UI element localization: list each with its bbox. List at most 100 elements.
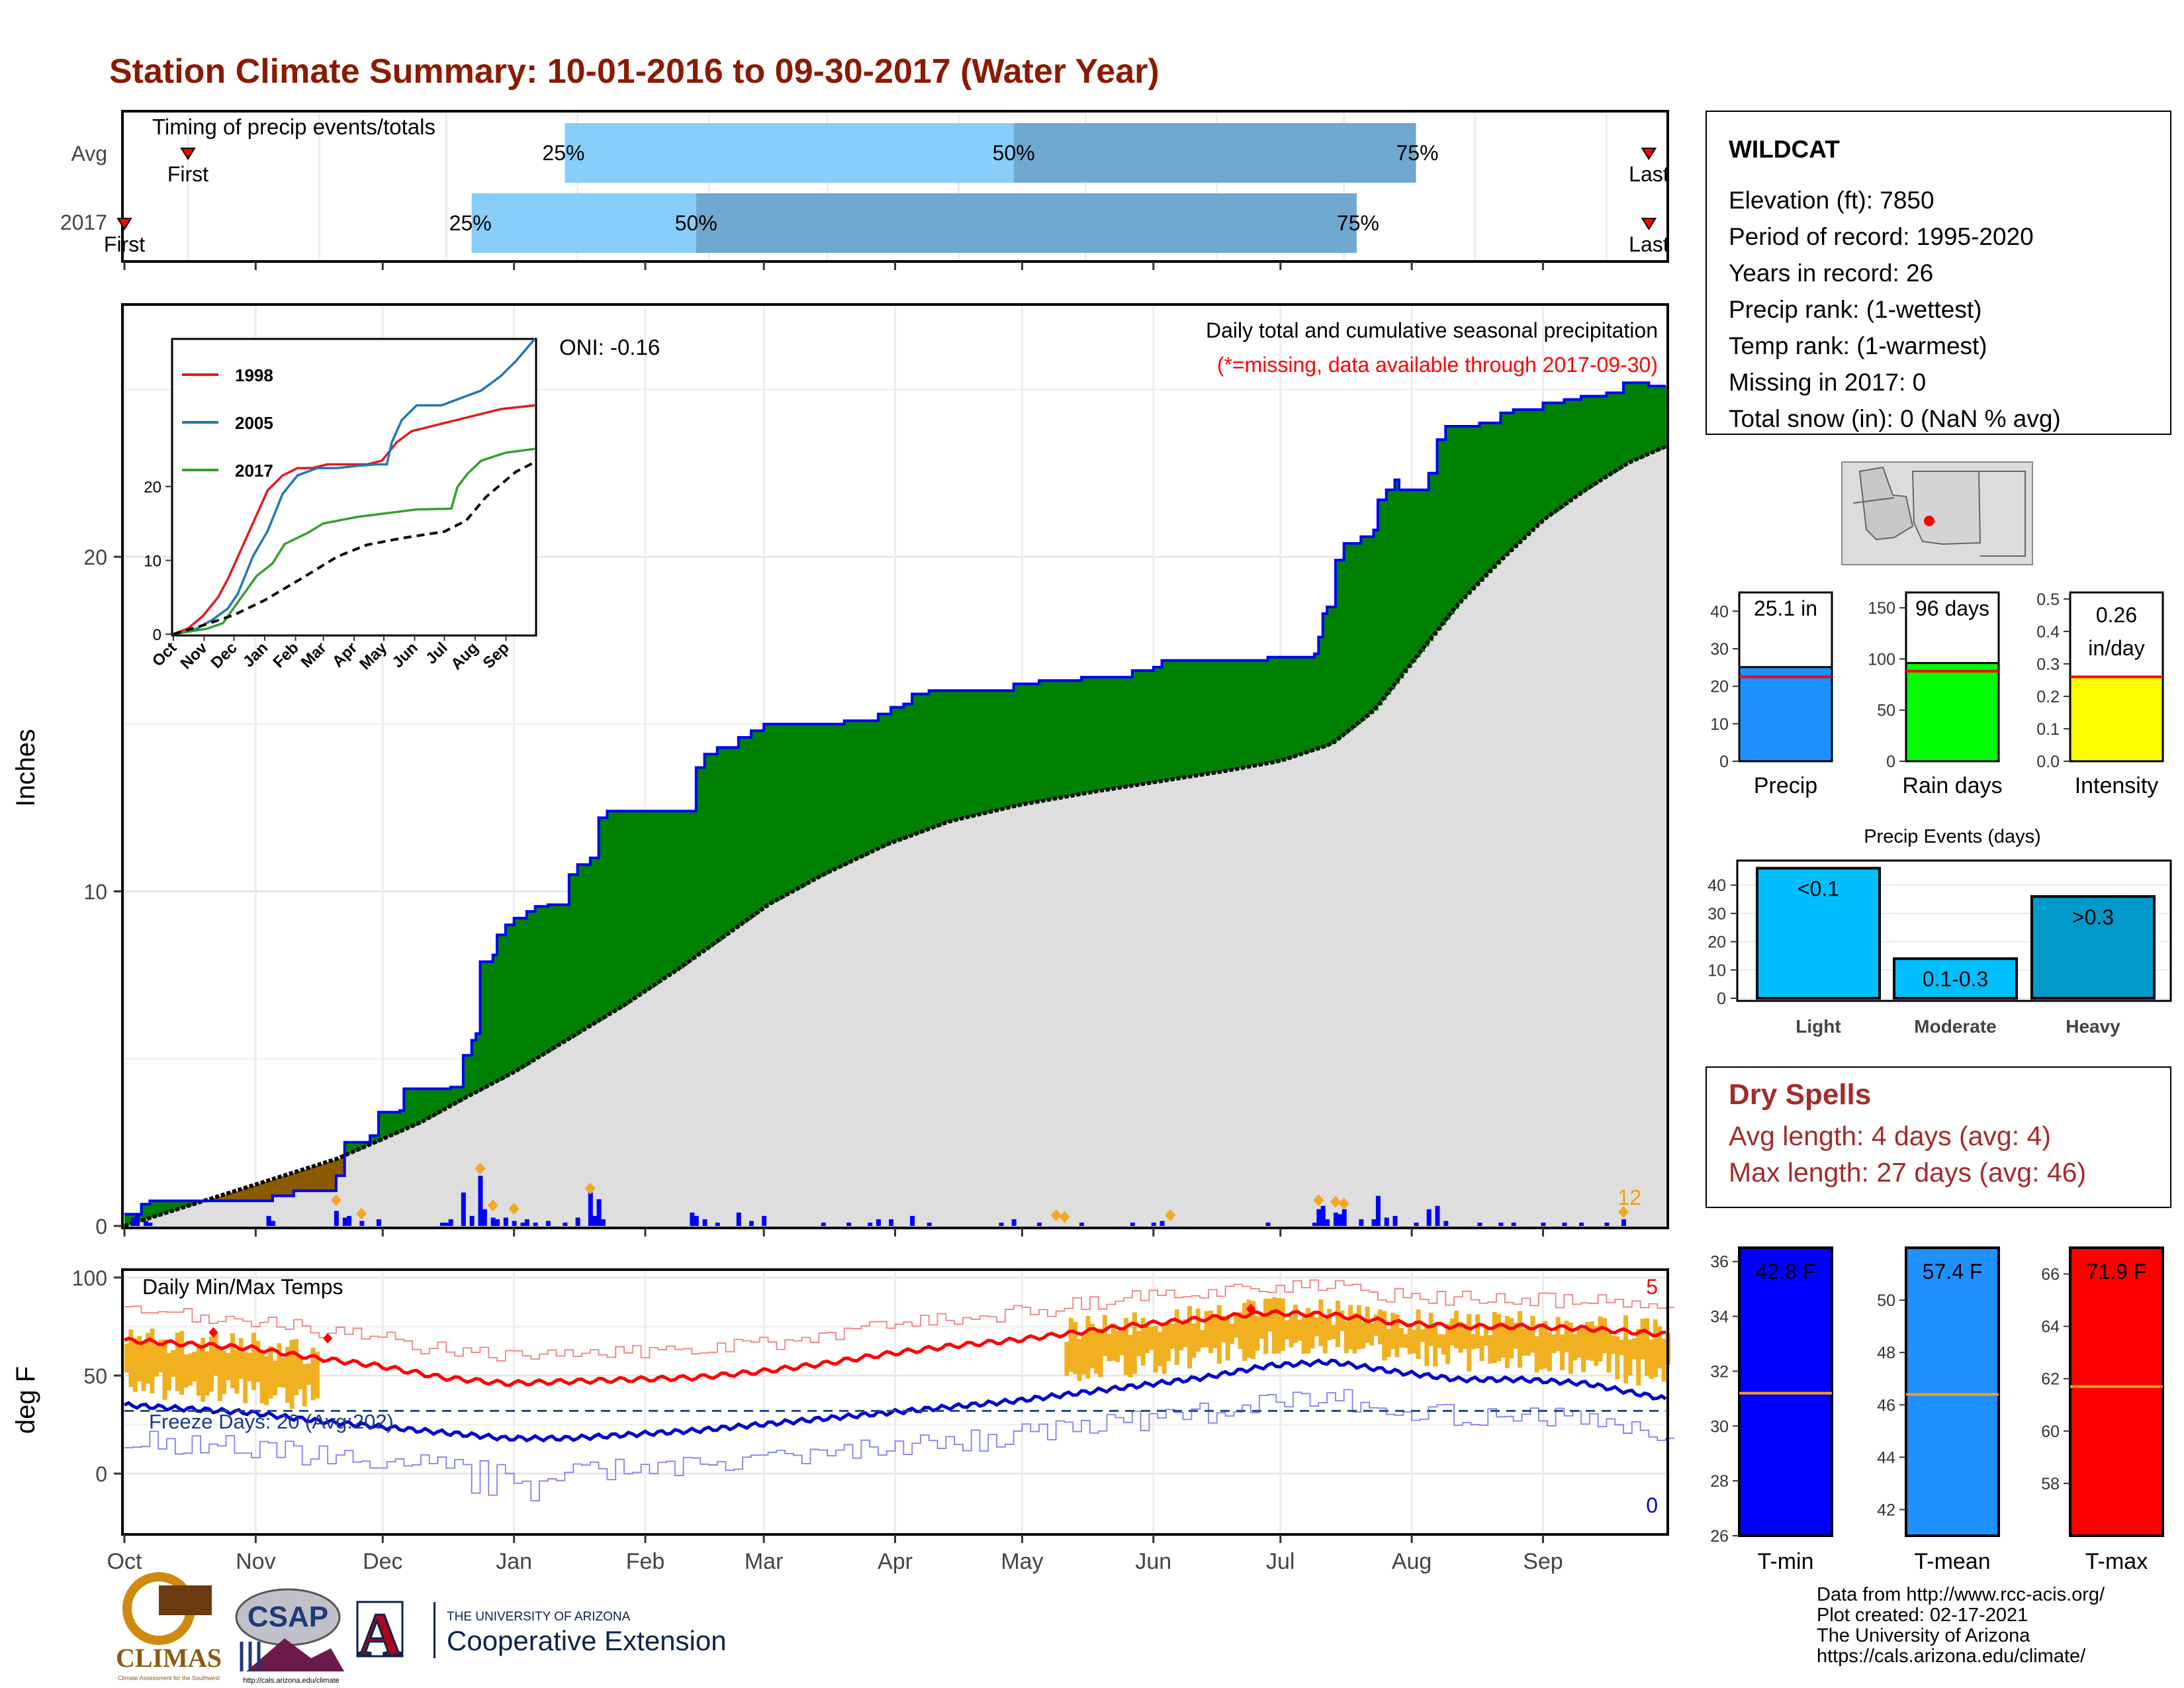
precip-departure-segment <box>607 811 612 1015</box>
daily-temp-range-bar <box>1534 1336 1539 1373</box>
daily-temp-range-bar <box>1250 1301 1255 1359</box>
precip-departure-segment <box>166 1201 172 1213</box>
month-label: Sep <box>1523 1549 1563 1574</box>
temp-bar-tick-label: 30 <box>1710 1417 1729 1436</box>
daily-precip-bar <box>1392 1215 1398 1226</box>
precip-departure-segment <box>891 707 896 843</box>
precip-departure-segment <box>391 1112 396 1135</box>
precip-departure-segment <box>319 1164 324 1191</box>
arizona-outline <box>1858 466 1914 541</box>
timing-last-label: Last <box>1629 162 1669 186</box>
daily-temp-range-bar <box>1187 1305 1192 1369</box>
daily-precip-bar <box>266 1215 271 1226</box>
precip-departure-segment <box>1382 500 1387 700</box>
daily-precip-bar <box>1426 1209 1432 1226</box>
precip-departure-segment <box>1581 396 1586 493</box>
daily-temp-range-bar <box>264 1356 269 1405</box>
daily-temp-range-bar <box>1653 1319 1658 1378</box>
timing-panel: 25% 50% 75% First Last 25% 50% 75% First Last Tim… <box>60 110 1669 270</box>
daily-temp-range-bar <box>1564 1321 1569 1352</box>
precip-departure-segment <box>433 1088 439 1115</box>
precip-departure-segment <box>1013 684 1019 807</box>
precip-departure-segment <box>226 1194 231 1201</box>
precip-departure-segment <box>514 917 519 1072</box>
precip-departure-segment <box>374 1135 379 1143</box>
precip-departure-segment <box>1585 396 1590 490</box>
station-info-line: Missing in 2017: 0 <box>1729 369 1926 396</box>
month-label: Aug <box>1392 1549 1432 1574</box>
avg-cumulative-line <box>124 444 1667 1228</box>
precip-departure-segment <box>243 1188 248 1201</box>
heavy-event-marker <box>1313 1194 1324 1207</box>
daily-temp-range-bar <box>162 1339 167 1400</box>
precip-departure-segment <box>1530 409 1535 532</box>
precip-departure-segment <box>1026 684 1032 804</box>
daily-temp-range-bar <box>1581 1328 1586 1372</box>
daily-temp-range-bar <box>1458 1321 1463 1353</box>
precip-departure-segment <box>251 1186 257 1201</box>
precip-departure-segment <box>272 1179 278 1196</box>
record-temp-marker <box>208 1327 218 1338</box>
daily-temp-range-bar <box>1204 1311 1209 1348</box>
daily-temp-range-bar <box>1111 1323 1116 1361</box>
daily-temp-range-bar <box>1361 1321 1366 1349</box>
precip-departure-segment <box>903 704 909 839</box>
daily-precip-bar <box>1579 1222 1584 1226</box>
precip-departure-segment <box>1437 440 1442 631</box>
precip-departure-segment <box>1089 677 1095 793</box>
daily-temp-range-bar <box>251 1333 256 1390</box>
daily-temp-range-bar <box>1433 1323 1438 1367</box>
temp-bar-value-text: 57.4 F <box>1923 1260 1983 1284</box>
record-min-envelope <box>124 1389 1674 1502</box>
precip-departure-segment <box>1085 677 1091 794</box>
daily-temp-range-bar <box>1471 1334 1476 1350</box>
daily-precip-bar <box>1498 1222 1504 1226</box>
daily-temp-range-bar <box>1077 1338 1082 1382</box>
precip-departure-segment <box>1522 409 1527 540</box>
daily-precip-bar <box>1037 1222 1042 1226</box>
daily-temp-range-bar <box>1297 1319 1302 1341</box>
precip-departure-segment <box>1297 657 1302 755</box>
daily-temp-range-bar <box>1310 1313 1315 1349</box>
precip-departure-segment <box>582 865 587 1031</box>
daily-temp-range-bar <box>1373 1314 1379 1336</box>
daily-temp-range-bar <box>1343 1321 1349 1354</box>
precip-departure-segment <box>1161 660 1167 781</box>
daily-precip-bar <box>694 1215 699 1226</box>
timing-label-50: 50% <box>993 141 1035 165</box>
month-label: Oct <box>107 1549 142 1574</box>
precip-departure-segment <box>852 720 858 861</box>
daily-temp-range-bar <box>1522 1328 1527 1356</box>
daily-temp-range-bar <box>145 1333 150 1384</box>
precip-departure-segment <box>1589 396 1595 487</box>
precip-departure-segment <box>1195 660 1201 776</box>
daily-temp-range-bar <box>1606 1333 1612 1373</box>
precip-departure-segment <box>1619 393 1624 469</box>
precip-departure-segment <box>412 1088 418 1126</box>
precip-departure-segment <box>1221 660 1226 772</box>
daily-temp-range-bar <box>1386 1329 1391 1357</box>
precip-departure-segment <box>387 1112 392 1137</box>
precip-departure-segment <box>484 961 490 1088</box>
precip-departure-segment <box>586 865 591 1029</box>
mini-bar-value-line: in/day <box>2088 636 2144 660</box>
month-label: Nov <box>236 1549 275 1574</box>
precip-departure-segment <box>222 1195 227 1201</box>
mini-bar-value-text: 96 days <box>1915 596 1989 620</box>
precip-departure-segment <box>1606 393 1612 477</box>
precip-departure-segment <box>653 811 659 986</box>
daily-temp-range-bar <box>208 1336 214 1392</box>
daily-precip-bar <box>148 1222 153 1226</box>
daily-temp-range-bar <box>1314 1317 1319 1336</box>
precip-departure-segment <box>561 904 566 1044</box>
precip-departure-segment <box>547 904 553 1052</box>
precip-departure-segment <box>1318 637 1324 749</box>
precip-departure-segment <box>1149 670 1154 783</box>
daily-temp-range-bar <box>1238 1312 1243 1349</box>
events-tick-label: 30 <box>1707 905 1726 923</box>
precip-departure-segment <box>785 724 790 896</box>
precip-departure-segment <box>1259 660 1264 765</box>
temperature-y-axis-label: deg F <box>11 1366 40 1434</box>
precip-departure-segment <box>823 724 828 875</box>
precip-departure-segment <box>1081 677 1087 794</box>
